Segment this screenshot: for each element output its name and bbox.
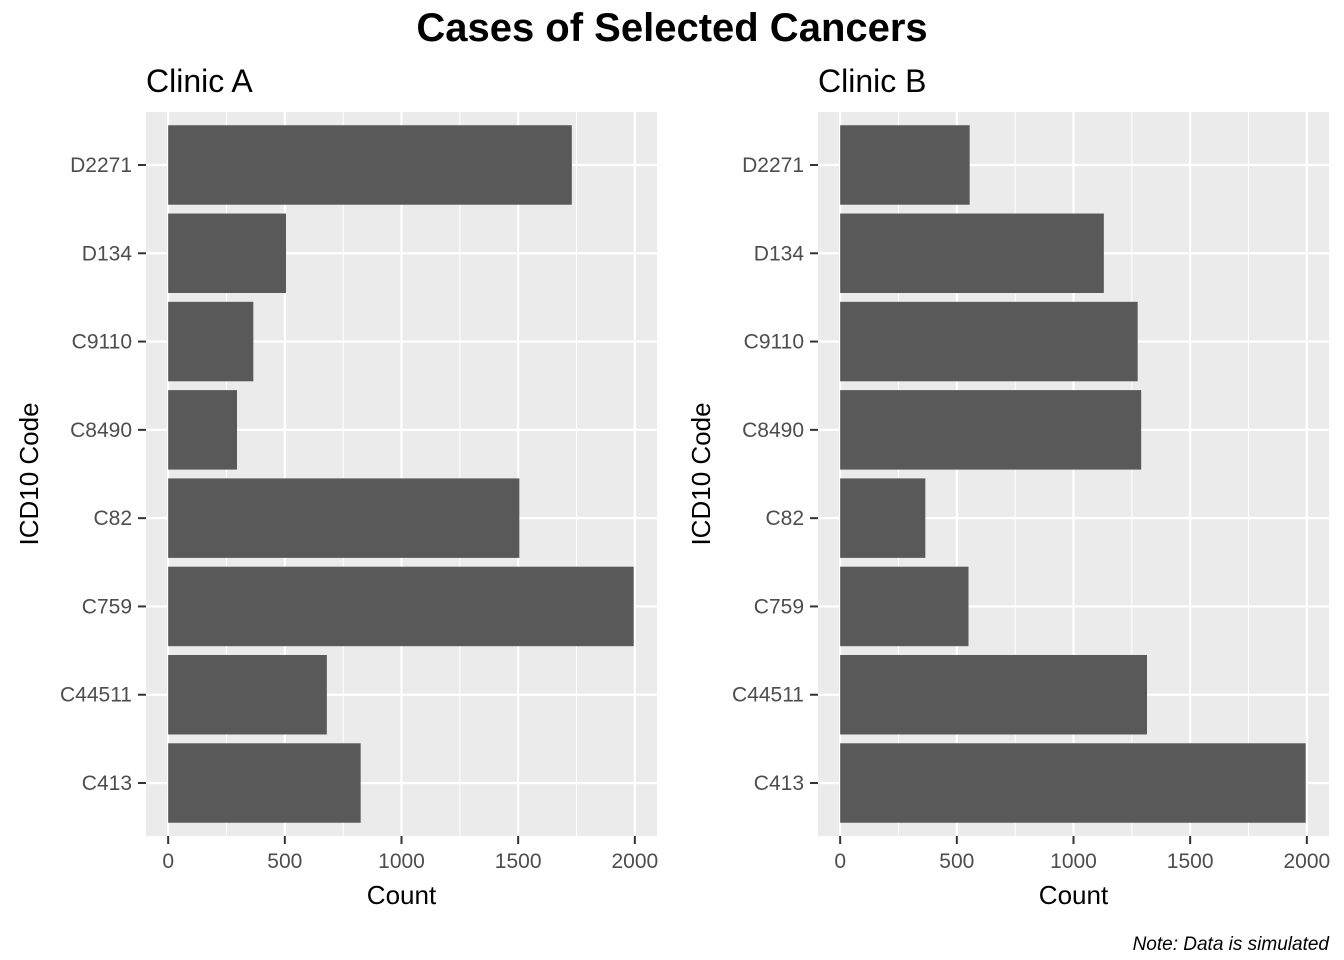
bar-c82 bbox=[840, 478, 926, 558]
y-axis-title: ICD10 Code bbox=[14, 402, 44, 545]
bar-d2271 bbox=[168, 125, 572, 205]
chart-caption: Note: Data is simulated bbox=[1133, 934, 1331, 955]
x-tick-label: 500 bbox=[939, 850, 974, 873]
panel-clinic-a: D2271 D134 C9110 C8490 C82 C759 C44511 C413 0 500… bbox=[14, 63, 658, 910]
y-tick-label: C82 bbox=[93, 507, 132, 530]
x-axis-title: Count bbox=[1039, 880, 1109, 910]
bar-d2271 bbox=[840, 125, 970, 205]
y-tick-label: C759 bbox=[754, 595, 804, 618]
x-tick-label: 1500 bbox=[495, 850, 542, 873]
bar-c9110 bbox=[168, 301, 254, 382]
chart-title: Cases of Selected Cancers bbox=[416, 6, 927, 50]
x-tick-label: 0 bbox=[834, 850, 846, 873]
x-tick-label: 2000 bbox=[611, 850, 658, 873]
panel-title: Clinic B bbox=[818, 63, 926, 99]
bar-c8490 bbox=[840, 390, 1142, 470]
y-tick-label: C9110 bbox=[744, 331, 804, 354]
y-tick-label: D2271 bbox=[742, 154, 804, 177]
x-tick-label: 500 bbox=[267, 850, 302, 873]
y-tick-label: C759 bbox=[82, 595, 132, 618]
x-axis-title: Count bbox=[367, 880, 437, 910]
bar-c759 bbox=[168, 566, 634, 647]
y-tick-label: D134 bbox=[754, 242, 805, 265]
x-tick-label: 1000 bbox=[378, 850, 425, 873]
bar-c413 bbox=[168, 743, 361, 823]
bar-c44511 bbox=[168, 655, 327, 735]
bar-c9110 bbox=[840, 301, 1138, 382]
x-tick-label: 1500 bbox=[1167, 850, 1214, 873]
y-tick-label: C413 bbox=[754, 772, 804, 795]
y-axis-title: ICD10 Code bbox=[686, 402, 716, 545]
panel-clinic-b: D2271 D134 C9110 C8490 C82 C759 C44511 C413 0 500… bbox=[686, 63, 1330, 910]
bar-c82 bbox=[168, 478, 520, 558]
y-tick-label: D2271 bbox=[70, 154, 132, 177]
y-tick-label: C82 bbox=[765, 507, 804, 530]
y-tick-label: C8490 bbox=[742, 419, 804, 442]
bar-c8490 bbox=[168, 390, 237, 470]
bar-d134 bbox=[168, 213, 286, 293]
bar-c44511 bbox=[840, 655, 1147, 735]
y-tick-label: C9110 bbox=[72, 331, 132, 354]
x-tick-label: 1000 bbox=[1050, 850, 1097, 873]
bar-c759 bbox=[840, 566, 969, 647]
y-tick-label: C44511 bbox=[732, 684, 804, 707]
x-tick-label: 0 bbox=[162, 850, 174, 873]
x-tick-label: 2000 bbox=[1283, 850, 1330, 873]
bar-d134 bbox=[840, 213, 1104, 293]
y-tick-label: D134 bbox=[82, 242, 133, 265]
bar-c413 bbox=[840, 743, 1306, 823]
y-tick-label: C413 bbox=[82, 772, 132, 795]
panel-title: Clinic A bbox=[146, 63, 253, 99]
y-tick-label: C44511 bbox=[60, 684, 132, 707]
y-tick-label: C8490 bbox=[70, 419, 132, 442]
